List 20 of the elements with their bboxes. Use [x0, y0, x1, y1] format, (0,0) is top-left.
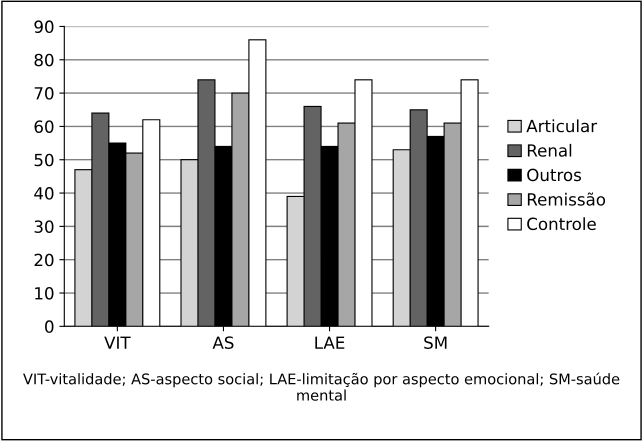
- x-tick-label: AS: [212, 336, 234, 349]
- legend-label: Renal: [528, 144, 572, 157]
- y-tick-label: 20: [34, 254, 54, 266]
- x-tick-label: VIT: [104, 336, 131, 349]
- legend-label: Articular: [526, 119, 598, 132]
- legend-label: Outros: [527, 168, 582, 182]
- y-tick-label: 70: [34, 87, 54, 100]
- y-tick-label: 30: [34, 220, 54, 233]
- y-tick-label: 10: [35, 286, 54, 300]
- y-tick-label: 60: [34, 120, 54, 133]
- y-tick-label: 40: [34, 187, 54, 200]
- x-tick-label: SM: [424, 336, 446, 349]
- text: VIT-vitalidade; AS-aspecto social; LAE-limitação por aspecto emocional; SM-saúde mental: [23, 372, 620, 401]
- legend-label: Remissão: [528, 192, 606, 206]
- legend-label: Controle: [527, 217, 596, 230]
- x-tick-label: LAE: [315, 336, 344, 349]
- y-tick-label: 90: [34, 20, 54, 34]
- y-tick-label: 50: [34, 154, 54, 166]
- y-tick-label: 0: [45, 320, 54, 333]
- y-tick-label: 80: [34, 54, 54, 66]
